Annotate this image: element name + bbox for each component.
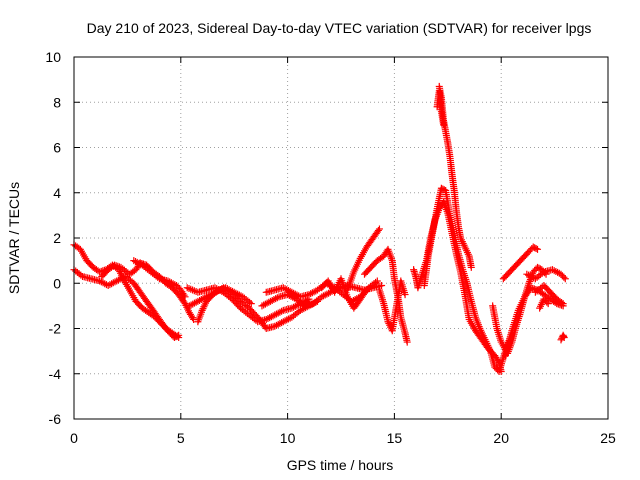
y-tick-label: 8 [53,94,61,110]
data-point [401,291,409,299]
data-point [560,334,568,342]
data-point [373,277,381,285]
data-point [175,334,183,342]
x-tick-label: 15 [387,430,403,446]
chart-title: Day 210 of 2023, Sidereal Day-to-day VTE… [87,20,592,36]
data-point [534,245,542,253]
data-point [561,275,569,283]
x-tick-labels: 0 5 10 15 20 25 [70,430,616,446]
data-points [70,82,569,375]
data-point [558,298,566,306]
y-tick-label: 6 [53,140,61,156]
y-tick-label: 10 [45,49,61,65]
x-tick-label: 20 [493,430,509,446]
data-point [273,294,281,302]
data-point [544,300,552,308]
data-point [559,300,567,308]
x-tick-label: 0 [70,430,78,446]
data-point [180,291,188,299]
x-axis-label: GPS time / hours [287,457,394,473]
data-point [362,288,370,296]
data-point [189,314,197,322]
data-point [278,307,286,315]
y-axis-label: SDTVAR / TECUs [6,182,22,294]
data-point [214,287,222,295]
y-tick-label: 4 [53,185,61,201]
data-point [375,225,383,233]
data-point [560,273,568,281]
y-tick-label: -6 [49,411,62,427]
data-point [403,338,411,346]
data-point [440,121,448,129]
x-tick-label: 10 [280,430,296,446]
axis-ticks [73,56,609,420]
data-point [247,300,255,308]
data-point [467,263,475,271]
y-tick-label: -2 [49,321,62,337]
x-tick-label: 25 [600,430,616,446]
x-tick-label: 5 [177,430,185,446]
data-point [246,298,254,306]
data-point [532,245,540,253]
data-point [378,282,386,290]
data-point [543,298,551,306]
grid-lines [74,57,608,419]
data-point [374,226,382,234]
y-tick-labels: -6 -4 -2 0 2 4 6 8 10 [45,49,61,427]
y-tick-label: -4 [49,366,62,382]
y-tick-label: 0 [53,275,61,291]
data-point [372,278,380,286]
data-point [173,332,181,340]
data-point [181,293,189,301]
y-tick-label: 2 [53,230,61,246]
data-point [363,286,371,294]
